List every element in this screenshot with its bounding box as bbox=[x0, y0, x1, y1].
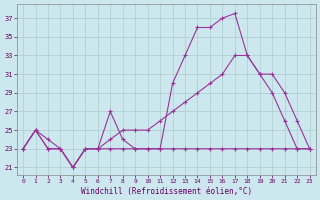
X-axis label: Windchill (Refroidissement éolien,°C): Windchill (Refroidissement éolien,°C) bbox=[81, 187, 252, 196]
